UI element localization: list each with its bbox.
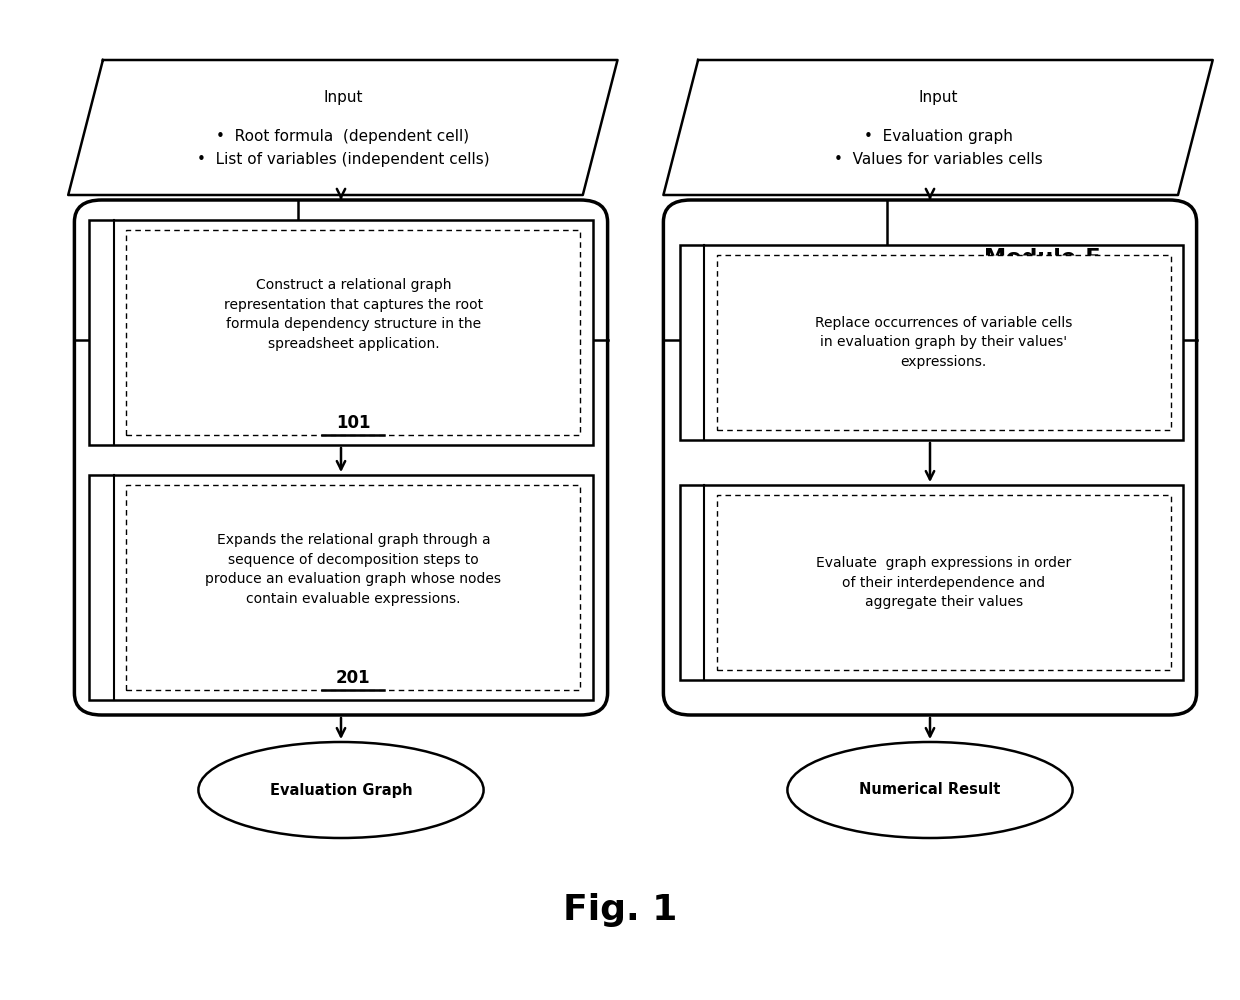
Bar xyxy=(89,475,593,700)
FancyBboxPatch shape xyxy=(663,200,1197,715)
Ellipse shape xyxy=(198,742,484,838)
Bar xyxy=(680,485,1183,680)
Text: Expands the relational graph through a
sequence of decomposition steps to
produc: Expands the relational graph through a s… xyxy=(206,533,501,606)
Bar xyxy=(717,495,1171,670)
Text: 101: 101 xyxy=(336,414,371,432)
Text: •  Evaluation graph
•  Values for variables cells: • Evaluation graph • Values for variable… xyxy=(833,129,1043,167)
Text: Module-D
Graph Definition: Module-D Graph Definition xyxy=(350,248,557,292)
Polygon shape xyxy=(663,60,1213,195)
Text: 201: 201 xyxy=(336,669,371,687)
Text: Construct a relational graph
representation that captures the root
formula depen: Construct a relational graph representat… xyxy=(224,278,482,351)
Bar xyxy=(717,255,1171,430)
Text: Input: Input xyxy=(324,90,362,105)
Text: •  Root formula  (dependent cell)
•  List of variables (independent cells): • Root formula (dependent cell) • List o… xyxy=(197,129,489,167)
Polygon shape xyxy=(68,60,618,195)
Text: Evaluate  graph expressions in order
of their interdependence and
aggregate thei: Evaluate graph expressions in order of t… xyxy=(816,556,1071,609)
Bar xyxy=(126,230,580,435)
Bar xyxy=(126,485,580,690)
Ellipse shape xyxy=(787,742,1073,838)
Text: Evaluation Graph: Evaluation Graph xyxy=(269,782,413,798)
Text: Numerical Result: Numerical Result xyxy=(859,782,1001,798)
Text: Replace occurrences of variable cells
in evaluation graph by their values'
expre: Replace occurrences of variable cells in… xyxy=(815,316,1073,369)
FancyBboxPatch shape xyxy=(74,200,608,715)
Bar xyxy=(89,220,593,445)
Bar xyxy=(680,245,1183,440)
Text: Fig. 1: Fig. 1 xyxy=(563,893,677,927)
Text: Module-E
Graph Evaluation: Module-E Graph Evaluation xyxy=(934,248,1151,292)
Text: Input: Input xyxy=(919,90,957,105)
